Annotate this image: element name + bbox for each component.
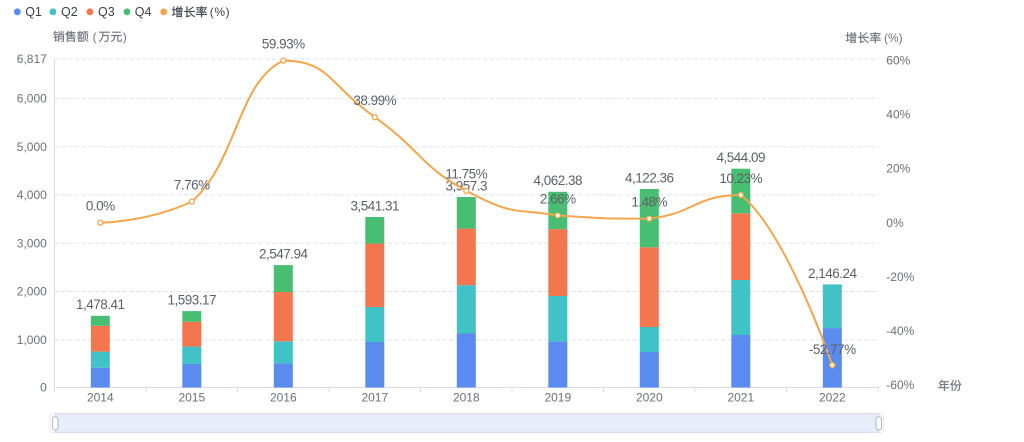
- svg-text:2,000: 2,000: [17, 285, 47, 299]
- svg-text:0.0%: 0.0%: [86, 199, 115, 214]
- svg-text:Q3: Q3: [98, 5, 115, 19]
- svg-text:40%: 40%: [886, 108, 910, 122]
- svg-text:4,000: 4,000: [17, 188, 47, 202]
- svg-text:Q2: Q2: [61, 5, 78, 19]
- svg-text:2,547.94: 2,547.94: [259, 247, 309, 262]
- svg-text:1.48%: 1.48%: [631, 195, 667, 210]
- svg-text:6,817: 6,817: [17, 52, 47, 66]
- svg-text:2.66%: 2.66%: [540, 191, 576, 206]
- svg-text:4,062.38: 4,062.38: [534, 173, 583, 188]
- svg-text:2017: 2017: [361, 391, 388, 405]
- svg-text:4,544.09: 4,544.09: [717, 150, 766, 165]
- svg-text:38.99%: 38.99%: [353, 93, 396, 108]
- svg-text:5,000: 5,000: [17, 140, 47, 154]
- svg-text:2020: 2020: [636, 391, 663, 405]
- svg-text:Q4: Q4: [135, 5, 152, 19]
- svg-text:2018: 2018: [453, 391, 480, 405]
- svg-text:11.75%: 11.75%: [445, 167, 487, 182]
- svg-text:Q1: Q1: [25, 5, 42, 19]
- svg-text:(%): (%): [884, 31, 903, 45]
- svg-text:3,541.31: 3,541.31: [351, 198, 400, 213]
- svg-text:7.76%: 7.76%: [174, 178, 210, 193]
- svg-text:2014: 2014: [87, 391, 114, 405]
- svg-text:-20%: -20%: [886, 270, 914, 284]
- svg-text:0: 0: [40, 381, 47, 395]
- svg-text:20%: 20%: [886, 162, 910, 176]
- svg-text:2,146.24: 2,146.24: [808, 266, 858, 281]
- svg-text:3,957.3: 3,957.3: [446, 178, 488, 193]
- svg-text:60%: 60%: [886, 54, 910, 68]
- svg-text:10.23%: 10.23%: [719, 171, 762, 186]
- svg-text:2015: 2015: [178, 391, 205, 405]
- svg-text:0%: 0%: [886, 216, 904, 230]
- svg-text:2022: 2022: [819, 391, 846, 405]
- svg-text:1,478.41: 1,478.41: [76, 297, 125, 312]
- svg-text:4,122.36: 4,122.36: [625, 170, 674, 185]
- svg-text:2021: 2021: [727, 391, 754, 405]
- svg-text:1,593.17: 1,593.17: [168, 293, 217, 308]
- svg-text:2019: 2019: [544, 391, 571, 405]
- svg-text:): ): [123, 30, 127, 44]
- svg-text:1,000: 1,000: [17, 333, 47, 347]
- svg-text:6,000: 6,000: [17, 92, 47, 106]
- svg-text:2016: 2016: [270, 391, 297, 405]
- svg-text:-52.77%: -52.77%: [809, 342, 856, 357]
- svg-text:(: (: [93, 30, 97, 44]
- svg-text:3,000: 3,000: [17, 236, 47, 250]
- svg-text:(%): (%): [210, 5, 230, 19]
- svg-text:-40%: -40%: [886, 324, 914, 338]
- svg-text:-60%: -60%: [886, 378, 914, 392]
- svg-text:59.93%: 59.93%: [262, 37, 305, 52]
